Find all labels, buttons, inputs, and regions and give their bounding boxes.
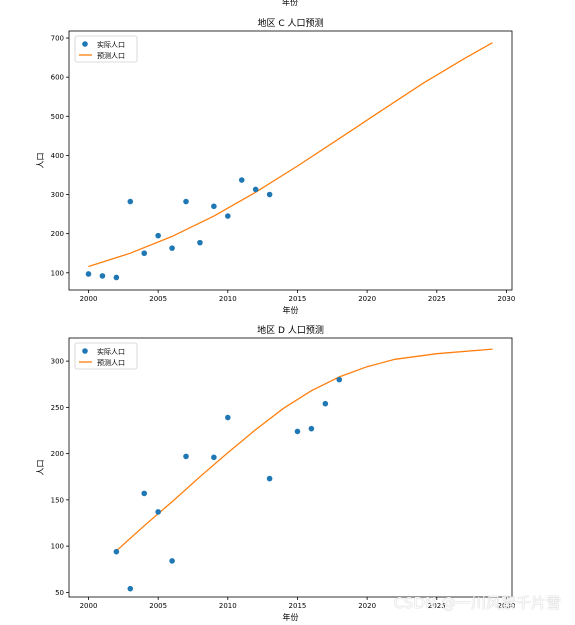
y-tick-label: 250 bbox=[51, 404, 64, 412]
y-tick-label: 50 bbox=[55, 589, 64, 597]
x-tick-label: 2025 bbox=[428, 295, 446, 303]
y-tick-label: 100 bbox=[51, 543, 64, 551]
y-tick-label: 300 bbox=[51, 358, 64, 366]
x-tick-label: 2030 bbox=[498, 602, 516, 610]
y-tick-label: 300 bbox=[51, 191, 64, 199]
cut-off-x-axis-label: 年份 bbox=[282, 0, 298, 7]
plot-frame bbox=[68, 337, 513, 598]
legend-label-actual: 实际人口 bbox=[97, 347, 125, 356]
y-axis-label: 人口 bbox=[36, 460, 45, 476]
x-tick-label: 2000 bbox=[80, 295, 98, 303]
x-tick-label: 2005 bbox=[149, 295, 167, 303]
y-tick-label: 600 bbox=[51, 74, 64, 82]
actual-data-point bbox=[183, 453, 189, 460]
actual-data-point bbox=[169, 245, 175, 251]
actual-data-point bbox=[113, 548, 120, 555]
actual-data-point bbox=[238, 177, 245, 183]
x-tick-label: 2015 bbox=[289, 295, 307, 303]
actual-data-point bbox=[266, 191, 273, 198]
actual-data-point bbox=[336, 376, 343, 383]
y-tick-label: 150 bbox=[51, 496, 64, 504]
actual-data-point bbox=[266, 475, 273, 482]
actual-data-point bbox=[252, 186, 259, 193]
legend-label-predicted: 预测人口 bbox=[97, 358, 125, 367]
predicted-series-line bbox=[115, 348, 493, 552]
x-tick-label: 2020 bbox=[358, 295, 376, 303]
chart-title: 地区 D 人口预测 bbox=[257, 324, 324, 336]
actual-data-point bbox=[322, 400, 329, 407]
legend-marker-actual bbox=[82, 348, 88, 354]
actual-data-point bbox=[197, 239, 203, 246]
legend-marker-actual bbox=[82, 41, 88, 47]
chart-panel-2: 地区 D 人口预测 2000 2005 2010 2015 2020 2025 2030 50 1… bbox=[36, 324, 515, 622]
x-axis-label: 年份 bbox=[283, 305, 299, 315]
actual-data-point bbox=[183, 198, 189, 205]
actual-data-point bbox=[85, 271, 92, 277]
actual-data-point bbox=[225, 414, 231, 421]
legend-label-predicted: 预测人口 bbox=[97, 51, 125, 60]
x-axis-label: 年份 bbox=[283, 612, 299, 622]
actual-data-point bbox=[155, 509, 161, 515]
y-tick-label: 200 bbox=[51, 450, 64, 458]
x-tick-label: 2010 bbox=[219, 602, 237, 610]
actual-data-point bbox=[127, 198, 134, 205]
chart-title: 地区 C 人口预测 bbox=[257, 17, 323, 29]
x-tick-label: 2025 bbox=[428, 602, 446, 610]
actual-data-point bbox=[211, 454, 217, 461]
actual-data-point bbox=[169, 558, 175, 564]
y-tick-label: 500 bbox=[51, 113, 64, 121]
watermark: CSDN @一川风絮千片雪 bbox=[393, 594, 561, 612]
y-tick-label: 200 bbox=[51, 230, 64, 238]
x-tick-label: 2010 bbox=[219, 295, 237, 303]
y-axis-label: 人口 bbox=[36, 153, 45, 169]
y-tick-label: 700 bbox=[51, 35, 64, 43]
x-tick-label: 2030 bbox=[498, 295, 516, 303]
y-tick-label: 400 bbox=[51, 152, 64, 160]
x-tick-label: 2020 bbox=[358, 602, 376, 610]
actual-data-point bbox=[225, 213, 231, 219]
actual-data-point bbox=[141, 250, 148, 257]
actual-data-point bbox=[211, 203, 217, 210]
x-tick-label: 2005 bbox=[149, 602, 167, 610]
chart-panel-1: 地区 C 人口预测 2000 2005 2010 2015 2020 2025 2030 100… bbox=[36, 17, 515, 315]
actual-data-point bbox=[113, 274, 120, 281]
actual-data-point bbox=[127, 585, 134, 592]
actual-data-point bbox=[155, 232, 161, 239]
legend-label-actual: 实际人口 bbox=[97, 40, 125, 49]
actual-data-point bbox=[99, 273, 106, 279]
x-tick-label: 2000 bbox=[80, 602, 98, 610]
predicted-series-line bbox=[88, 42, 493, 268]
actual-data-point bbox=[141, 490, 148, 497]
y-tick-label: 100 bbox=[51, 269, 64, 277]
x-tick-label: 2015 bbox=[289, 602, 307, 610]
actual-data-point bbox=[308, 425, 315, 432]
actual-data-point bbox=[294, 428, 301, 435]
